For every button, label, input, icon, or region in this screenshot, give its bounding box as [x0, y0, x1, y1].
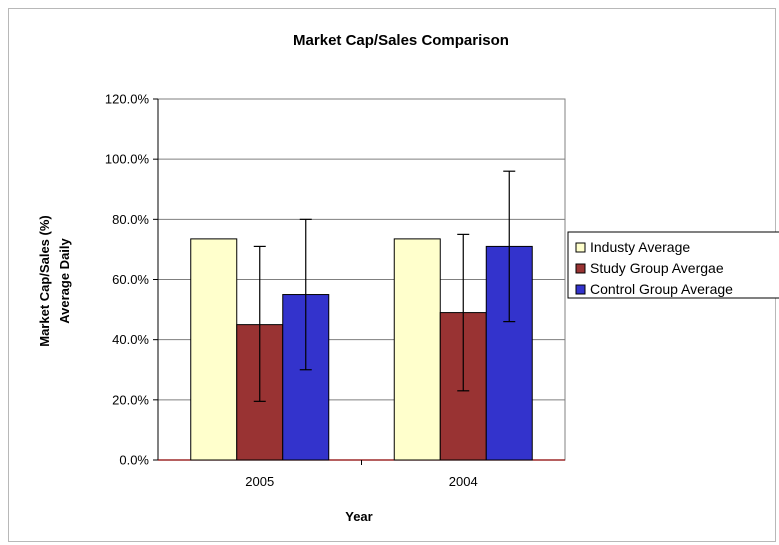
y-tick-label: 0.0%	[119, 453, 149, 468]
x-tick-label: 2004	[449, 474, 478, 489]
legend-label: Control Group Average	[590, 281, 733, 297]
legend-swatch	[575, 263, 586, 274]
legend-label: Study Group Avergae	[590, 260, 724, 276]
x-tick-label: 2005	[245, 474, 274, 489]
plot-area: 0.0% 20.0% 40.0% 60.0% 80.0% 100.0% 120.0% 2005…	[105, 92, 566, 489]
chart-title: Market Cap/Sales Comparison	[293, 32, 509, 49]
y-tick-label: 80.0%	[112, 212, 149, 227]
y-tick-label: 40.0%	[112, 332, 149, 347]
legend-swatch	[575, 242, 586, 253]
y-axis-title-line-1: Market Cap/Sales (%)	[37, 215, 52, 347]
y-tick-label: 100.0%	[105, 152, 150, 167]
legend-swatch	[575, 284, 586, 295]
y-axis-title-line-2: Average Daily	[57, 237, 72, 323]
legend-box	[567, 231, 779, 299]
x-axis-title: Year	[345, 509, 372, 524]
bar	[393, 238, 441, 461]
legend: Industy Average Study Group Avergae Contro…	[567, 231, 779, 299]
y-tick-label: 20.0%	[112, 392, 149, 407]
legend-label: Industy Average	[590, 239, 690, 255]
y-tick-label: 120.0%	[105, 92, 150, 107]
bar	[190, 238, 238, 461]
y-tick-label: 60.0%	[112, 272, 149, 287]
